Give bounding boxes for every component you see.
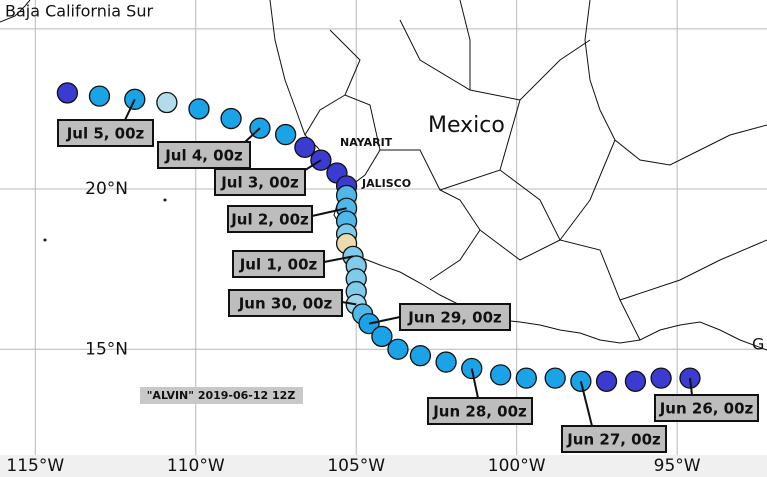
leader-line (244, 127, 261, 143)
leader-line (470, 368, 479, 399)
label-box (654, 394, 759, 422)
leader-line (368, 316, 401, 325)
track-point (409, 345, 432, 367)
state-label: NAYARIT (340, 136, 393, 149)
label-box (399, 303, 511, 331)
island (163, 198, 167, 202)
y-tick-label: 20°N (85, 179, 128, 199)
caption: "ALVIN" 2019-06-12 12Z (147, 389, 296, 402)
date-label: Jul 2, 00z (230, 211, 309, 229)
state-borders (304, 0, 767, 341)
track-point (624, 370, 647, 392)
track-point (220, 107, 242, 130)
gulf-coast (584, 0, 767, 166)
island (43, 238, 47, 242)
track-point (274, 123, 297, 146)
track-point (294, 136, 316, 159)
label-box (228, 289, 343, 317)
axis-strip (0, 455, 767, 477)
label-box (214, 168, 306, 196)
date-labels: Jul 5, 00z Jul 4, 00z Jul 3, 00z Jul 2, 00z… (57, 98, 759, 453)
borders (0, 0, 767, 351)
place-label: G (752, 335, 764, 354)
leader-line (124, 98, 136, 121)
track-point (544, 367, 566, 389)
track-point (515, 367, 537, 389)
country-label: Mexico (428, 113, 505, 138)
date-label: Jun 29, 00z (407, 309, 502, 327)
leader-line (688, 377, 693, 396)
date-label: Jul 4, 00z (164, 147, 243, 165)
leader-line (579, 381, 593, 427)
caption-box (140, 387, 303, 404)
track-point (595, 370, 618, 392)
x-tick-label: 105°W (327, 456, 385, 476)
leader-line (341, 301, 357, 306)
label-box (232, 250, 325, 278)
x-tick-label: 110°W (167, 456, 225, 476)
y-tick-label: 15°N (85, 339, 128, 359)
track-point (435, 351, 457, 373)
grid (0, 0, 767, 455)
baja-tip (0, 0, 31, 23)
leader-line (323, 255, 354, 263)
region-label: Baja California Sur (5, 2, 153, 21)
state-label: JALISCO (361, 177, 411, 190)
date-label: Jun 26, 00z (659, 400, 754, 418)
track-point (371, 325, 393, 348)
track-point (56, 82, 79, 104)
label-box (561, 425, 667, 453)
date-label: Jul 5, 00z (66, 125, 145, 143)
label-box (157, 141, 251, 169)
track-point (88, 85, 111, 107)
track-point (489, 364, 512, 386)
track-point (387, 338, 409, 360)
leader-line (311, 207, 347, 217)
label-box (57, 119, 154, 147)
label-box (427, 397, 533, 425)
track: Jul 5, 00z Jul 4, 00z Jul 3, 00z Jul 2, 00z… (56, 82, 759, 453)
track-point (188, 98, 210, 120)
x-tick-label: 95°W (654, 456, 701, 476)
track-point (156, 91, 178, 114)
date-label: Jun 27, 00z (566, 431, 661, 449)
date-label: Jul 1, 00z (239, 256, 318, 274)
date-label: Jun 28, 00z (432, 403, 527, 421)
label-box (227, 205, 313, 233)
x-tick-label: 100°W (488, 456, 546, 476)
track-point (650, 367, 672, 389)
x-tick-label: 115°W (6, 456, 64, 476)
date-label: Jul 3, 00z (220, 174, 299, 192)
date-label: Jun 30, 00z (238, 295, 333, 313)
